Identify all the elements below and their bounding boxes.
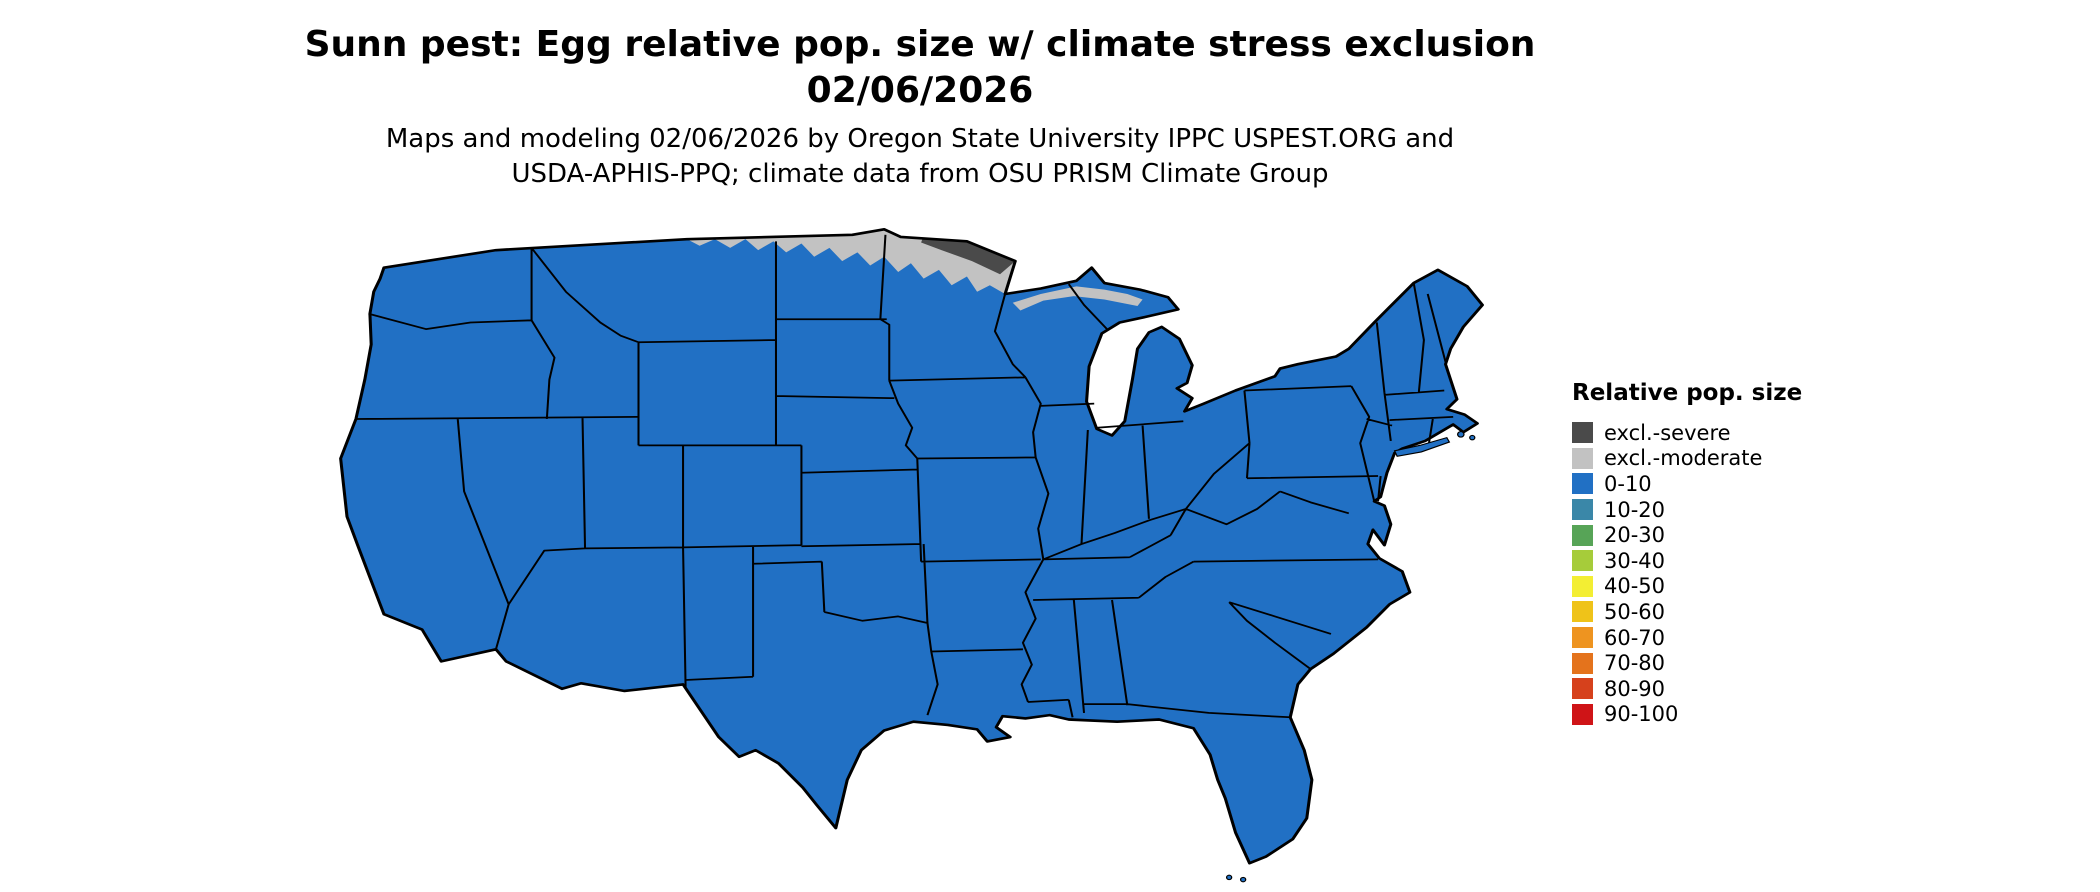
plot-subtitle-line2: USDA-APHIS-PPQ; climate data from OSU PR… bbox=[511, 159, 1329, 189]
legend-swatch-excl-moderate bbox=[1572, 447, 1593, 469]
legend-label: 90-100 bbox=[1604, 702, 1679, 727]
island-dot-2 bbox=[1469, 434, 1476, 441]
legend-row: 30-40 bbox=[1572, 548, 1902, 574]
legend-swatch-40-50 bbox=[1572, 575, 1593, 597]
legend-row: 70-80 bbox=[1572, 650, 1902, 676]
legend-label: 20-30 bbox=[1604, 523, 1666, 548]
state-borders bbox=[355, 234, 1454, 719]
legend-swatch-20-30 bbox=[1572, 524, 1593, 546]
island-dot-1 bbox=[1456, 431, 1465, 438]
legend-label: 30-40 bbox=[1604, 548, 1666, 573]
legend-row: 40-50 bbox=[1572, 574, 1902, 600]
offshore-islands bbox=[1225, 431, 1476, 883]
legend-label: 50-60 bbox=[1604, 599, 1666, 624]
plot-title-date: 02/06/2026 bbox=[806, 70, 1034, 111]
legend-row: 50-60 bbox=[1572, 599, 1902, 625]
legend-row: excl.-moderate bbox=[1572, 446, 1902, 472]
legend-label: 40-50 bbox=[1604, 574, 1666, 599]
legend-label: 10-20 bbox=[1604, 497, 1666, 522]
legend-row: 20-30 bbox=[1572, 522, 1902, 548]
legend-swatch-50-60 bbox=[1572, 601, 1593, 623]
legend-row: 10-20 bbox=[1572, 497, 1902, 523]
legend-swatch-70-80 bbox=[1572, 652, 1593, 674]
legend-label: 60-70 bbox=[1604, 625, 1666, 650]
us-landmass bbox=[340, 229, 1483, 864]
plot-title: Sunn pest: Egg relative pop. size w/ cli… bbox=[0, 22, 1840, 114]
plot-title-line1: Sunn pest: Egg relative pop. size w/ cli… bbox=[304, 24, 1536, 65]
legend-row: 60-70 bbox=[1572, 625, 1902, 651]
map-legend: Relative pop. size excl.-severe excl.-mo… bbox=[1572, 380, 1902, 727]
legend-swatch-30-40 bbox=[1572, 550, 1593, 572]
legend-label: excl.-moderate bbox=[1604, 446, 1763, 471]
florida-keys-2 bbox=[1239, 876, 1247, 883]
legend-swatch-10-20 bbox=[1572, 499, 1593, 521]
us-map-svg bbox=[339, 227, 1484, 883]
legend-swatch-excl-severe bbox=[1572, 422, 1593, 444]
legend-label: 0-10 bbox=[1604, 471, 1652, 496]
legend-title: Relative pop. size bbox=[1572, 380, 1803, 406]
exclusion-overlays bbox=[676, 229, 1143, 311]
legend-row: 90-100 bbox=[1572, 702, 1902, 728]
legend-label: 80-90 bbox=[1604, 676, 1666, 701]
plot-subtitle: Maps and modeling 02/06/2026 by Oregon S… bbox=[0, 122, 1840, 192]
long-island bbox=[1393, 436, 1451, 457]
exclusion-moderate-superior-strip bbox=[1012, 286, 1143, 311]
legend-swatch-0-10 bbox=[1572, 473, 1593, 495]
legend-label: 70-80 bbox=[1604, 651, 1666, 676]
us-outline bbox=[339, 227, 1484, 865]
legend-swatch-90-100 bbox=[1572, 703, 1593, 725]
legend-row: excl.-severe bbox=[1572, 420, 1902, 446]
exclusion-severe-patch bbox=[921, 235, 1016, 275]
legend-label: excl.-severe bbox=[1604, 420, 1731, 445]
legend-row: 0-10 bbox=[1572, 471, 1902, 497]
florida-keys-1 bbox=[1225, 874, 1233, 881]
plot-subtitle-line1: Maps and modeling 02/06/2026 by Oregon S… bbox=[385, 124, 1455, 154]
legend-row: 80-90 bbox=[1572, 676, 1902, 702]
legend-swatch-80-90 bbox=[1572, 678, 1593, 700]
legend-swatch-60-70 bbox=[1572, 627, 1593, 649]
us-map bbox=[305, 226, 1527, 884]
